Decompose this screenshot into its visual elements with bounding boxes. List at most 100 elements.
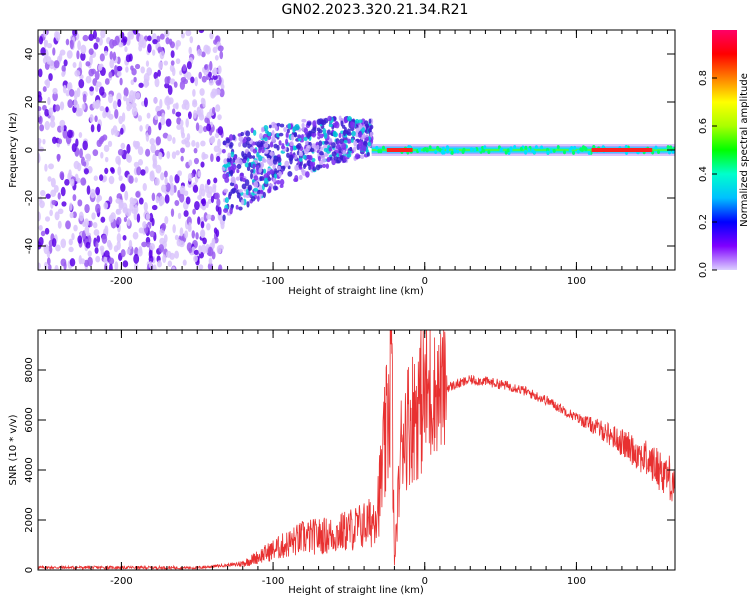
noise-blob (123, 95, 127, 102)
noise-blob (145, 212, 151, 221)
noise-blob (180, 155, 184, 162)
noise-blob (72, 211, 77, 219)
noise-blob (92, 149, 99, 157)
noise-blob (149, 243, 155, 251)
noise-blob (55, 31, 61, 42)
transition-blob (259, 176, 263, 182)
transition-blob (340, 120, 344, 127)
band-blob (438, 147, 442, 152)
band-blob (506, 148, 510, 153)
noise-blob (162, 132, 169, 139)
transition-blob (309, 161, 314, 167)
noise-blob (152, 49, 156, 56)
spectrogram-xtick-label: -100 (262, 276, 285, 287)
noise-blob (171, 108, 176, 115)
noise-blob (54, 265, 59, 270)
transition-blob (358, 144, 363, 149)
noise-blob (192, 89, 196, 97)
spectrogram-ytick-label: 20 (24, 96, 35, 109)
noise-blob (102, 175, 108, 182)
band-peak (591, 148, 653, 152)
noise-blob (51, 199, 57, 206)
noise-blob (48, 107, 54, 116)
transition-blob (246, 166, 251, 171)
noise-blob (208, 257, 213, 265)
transition-blob (276, 180, 281, 185)
transition-blob (347, 138, 352, 144)
noise-blob (122, 36, 128, 43)
noise-blob (195, 122, 200, 132)
noise-blob (123, 87, 129, 97)
transition-blob (261, 157, 266, 163)
noise-blob (175, 111, 182, 117)
colorbar-tick-label: 0.2 (698, 214, 709, 230)
noise-blob (146, 112, 151, 119)
noise-blob (182, 99, 189, 106)
noise-blob (44, 227, 50, 235)
noise-blob (62, 84, 67, 94)
noise-blob (64, 178, 70, 186)
noise-blob (136, 213, 141, 223)
noise-blob (90, 188, 96, 199)
noise-blob (202, 153, 209, 160)
noise-blob (82, 93, 87, 103)
noise-blob (40, 190, 46, 197)
noise-blob (108, 214, 115, 223)
transition-blob (367, 141, 372, 147)
transition-blob (277, 165, 281, 171)
noise-blob (137, 248, 143, 257)
noise-blob (84, 225, 90, 235)
noise-blob (71, 232, 75, 241)
noise-blob (213, 145, 220, 153)
transition-blob (346, 116, 352, 122)
transition-blob (252, 155, 256, 160)
noise-blob (215, 104, 221, 113)
noise-blob (145, 148, 151, 157)
transition-blob (322, 163, 327, 168)
transition-blob (246, 136, 251, 142)
transition-blob (309, 147, 315, 153)
noise-blob (73, 160, 80, 170)
transition-blob (349, 147, 353, 152)
noise-blob (122, 260, 129, 268)
noise-blob (204, 185, 210, 193)
transition-blob (278, 170, 282, 178)
noise-blob (76, 87, 81, 98)
noise-blob (161, 112, 165, 119)
band-blob (572, 150, 576, 155)
noise-blob (145, 132, 150, 142)
colorbar-tick-label: 0.0 (698, 262, 709, 278)
noise-blob (217, 126, 224, 136)
band-blob (576, 149, 580, 154)
transition-blob (223, 188, 229, 193)
noise-blob (77, 235, 83, 244)
noise-blob (43, 39, 49, 46)
noise-blob (198, 113, 205, 121)
transition-blob (256, 195, 260, 202)
noise-blob (38, 68, 43, 78)
noise-blob (135, 92, 141, 100)
noise-blob (140, 169, 146, 176)
snr-ytick-label: 4000 (24, 457, 35, 482)
transition-blob (353, 140, 358, 147)
transition-blob (303, 127, 309, 135)
transition-blob (236, 192, 241, 199)
noise-blob (212, 46, 218, 54)
noise-blob (210, 135, 216, 143)
noise-blob (109, 263, 113, 270)
noise-blob (206, 214, 212, 220)
noise-blob (118, 175, 123, 182)
noise-blob (183, 78, 189, 85)
noise-blob (127, 31, 134, 38)
noise-blob (96, 196, 100, 203)
band-blob (657, 150, 661, 155)
noise-blob (166, 104, 171, 110)
noise-blob (108, 242, 113, 251)
noise-blob (171, 67, 176, 77)
noise-blob (109, 51, 114, 61)
noise-blob (88, 48, 94, 56)
noise-blob (46, 42, 53, 49)
transition-blob (245, 130, 251, 137)
noise-blob (208, 79, 214, 86)
